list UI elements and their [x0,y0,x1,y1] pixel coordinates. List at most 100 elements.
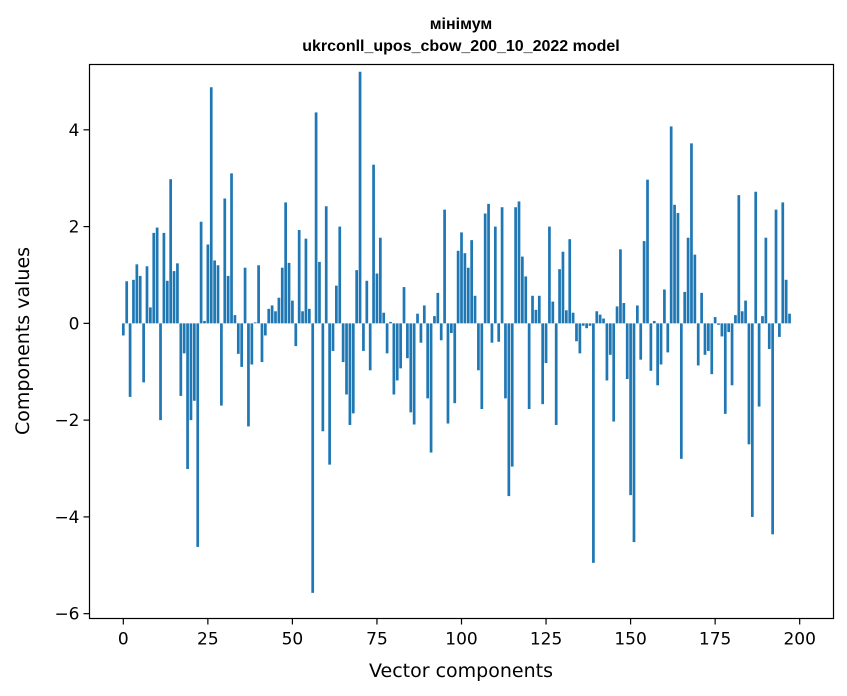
bar [223,198,227,324]
bar [625,323,629,379]
bar [622,303,626,324]
bar [477,323,480,371]
bar [345,323,348,395]
bar [301,311,304,324]
bar [578,323,582,354]
bar [284,202,287,324]
bar [138,275,142,324]
bar [750,323,754,517]
bar [351,323,355,414]
bar [740,311,744,324]
bar [585,323,588,329]
bar [730,323,734,386]
bar [720,323,724,337]
bar [690,143,693,324]
bar [558,269,561,324]
bar [554,323,558,425]
bar [693,254,697,324]
bar [561,251,565,324]
bar [754,191,758,324]
bar [277,297,281,324]
bar [439,323,443,341]
bar [551,301,555,324]
bar [707,323,710,351]
x-tick-label: 100 [445,630,477,650]
bar [581,323,585,326]
y-tick-label: 0 [69,314,80,334]
bar [500,207,504,324]
bar [592,323,595,563]
bar [412,323,416,425]
bar [676,213,680,324]
bar [280,267,284,324]
bar [304,238,308,324]
bar [291,300,294,324]
bar [686,237,690,324]
x-tick-label: 50 [282,630,304,650]
bar [615,306,619,324]
x-axis-label: Vector components [369,660,553,682]
bar [416,313,419,324]
bar [696,323,700,366]
bar [727,323,731,333]
bar [517,201,521,324]
y-tick-label: 2 [69,218,80,238]
bar [294,323,298,347]
y-axis-label: Components values [12,247,34,435]
bar [368,323,372,371]
bar [436,292,440,324]
bar [426,323,430,399]
bar [568,239,572,324]
bar [463,253,467,324]
bar [132,279,135,324]
bar [737,195,741,324]
bar [159,323,162,421]
bar [429,323,433,453]
bar [189,323,193,421]
bar [264,323,267,336]
bar [203,320,206,324]
bar [422,305,426,324]
bar [531,295,534,324]
bar [331,323,335,351]
x-tick-label: 175 [699,630,731,650]
bar [683,291,687,324]
bar [297,229,301,324]
bar [534,309,538,324]
bar [213,260,216,324]
chart-subtitle: ukrconll_upos_cbow_200_10_2022 model [302,38,619,55]
bar [747,323,751,445]
x-tick-label: 150 [614,630,646,650]
bar [598,314,602,324]
bar [287,262,291,324]
bar [196,323,200,547]
bar [385,323,389,354]
bar [527,323,531,409]
bar [176,263,179,324]
bar [392,323,396,395]
x-tick-label: 75 [366,630,388,650]
bar [524,276,528,324]
bar [406,323,409,359]
bar [335,285,338,324]
bar [507,323,511,497]
bar [199,221,203,324]
bar [135,264,139,324]
bar [260,323,264,363]
x-tick-label: 200 [783,630,815,650]
x-tick-label: 0 [118,630,129,650]
bar [497,323,501,342]
bar [700,292,703,324]
x-axis: 0 25 50 75 100 125 150 175 200 [118,618,816,650]
bar [165,280,169,324]
bar [605,323,609,381]
bar [378,237,382,324]
bar [713,317,717,324]
bar [608,323,612,355]
bar [155,227,159,324]
bar [487,203,490,324]
bar [490,323,494,343]
bar [362,323,365,351]
bar [450,323,453,334]
bar [788,313,791,324]
